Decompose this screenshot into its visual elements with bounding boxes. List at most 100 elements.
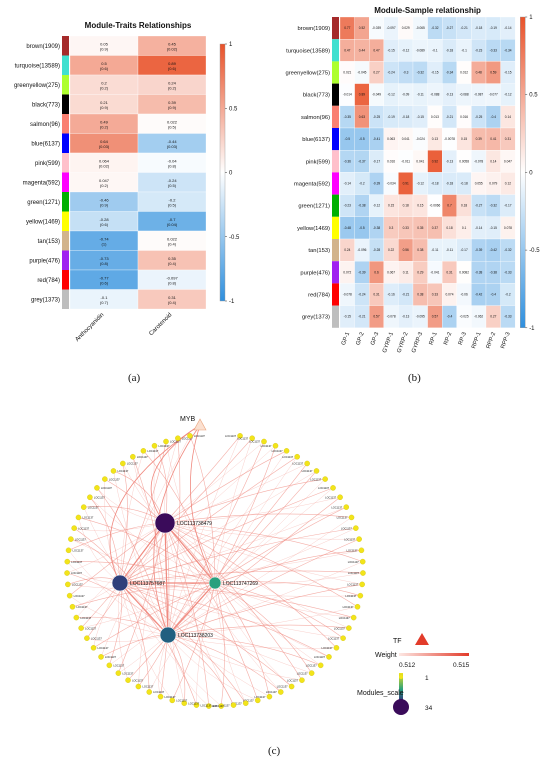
network-edge (96, 487, 169, 636)
network-edge (119, 582, 344, 639)
module-color-swatch (62, 211, 69, 231)
cell-value: -0.42 (490, 248, 497, 252)
leaf-node-label: LOC1137 (98, 646, 109, 650)
cell-value: 0.21 (100, 100, 109, 105)
cell-value: -0.4 (491, 293, 497, 297)
cell-value: -0.078 (343, 293, 352, 297)
cell-value: -0.24 (358, 293, 365, 297)
module-color-swatch (332, 39, 339, 62)
leaf-node-label: LOC1137 (88, 505, 99, 509)
leaf-node (163, 438, 169, 445)
cell-value: 0.38 (417, 248, 423, 252)
sample-label: RPP-3 (500, 331, 511, 349)
cell-value: -0.1 (461, 48, 467, 52)
cell-value: -0.014 (343, 93, 352, 97)
leaf-node (350, 614, 357, 621)
cell-value: 0.35 (417, 226, 423, 230)
cell-value: 0.078 (504, 226, 512, 230)
colorbar-tick-label: 1 (229, 42, 233, 48)
cell-value: 0.39 (476, 137, 482, 141)
cell-value: -0.15 (490, 226, 497, 230)
module-color-swatch (332, 105, 339, 128)
cell-value: 0.44 (359, 48, 365, 52)
hub-edge (164, 522, 216, 584)
cell-value: -0.12 (402, 48, 409, 52)
leaf-node-label: LOC1137 (132, 678, 143, 682)
hub-node (159, 626, 177, 644)
cell-value: 0.7 (447, 204, 452, 208)
weight-max-label: 0.515 (453, 662, 470, 669)
colorbar-tick-label: -0.5 (529, 248, 540, 254)
module-label: grey(1373) (302, 315, 330, 321)
network-edge (164, 441, 265, 524)
cell-value: -0.19 (490, 26, 497, 30)
cell-value: 0.14 (490, 159, 496, 163)
cell-value: -0.41 (373, 137, 380, 141)
network-edge (165, 441, 216, 584)
leaf-node-label: LOC1137 (137, 455, 148, 459)
leaf-node (98, 654, 104, 660)
cell-value: -0.39 (373, 182, 380, 186)
network-edge (119, 570, 363, 584)
cell-value: 0.064 (99, 158, 110, 163)
cell-value: 0.57 (373, 315, 379, 319)
colorbar-tick-label: -1 (529, 326, 535, 332)
leaf-node-label: LOC1137 (334, 626, 345, 630)
leaf-node (106, 662, 113, 669)
cell-value: -0.15 (431, 71, 438, 75)
sample-label: GP-2 (356, 331, 366, 346)
cell-value: -0.18 (446, 48, 453, 52)
cell-value: -0.06 (460, 293, 467, 297)
caption-c: (c) (268, 745, 281, 757)
weight-min-label: 0.512 (399, 662, 416, 669)
cell-value: 0.022 (167, 236, 178, 241)
colorbar-tick-label: 0.5 (229, 106, 238, 112)
cell-value: -0.09 (402, 93, 409, 97)
tf-edge (109, 424, 201, 584)
network-edge (214, 582, 312, 674)
cell-value: -0.025 (460, 315, 469, 319)
cell-value: -0.44 (167, 139, 177, 144)
network-edge (167, 497, 341, 636)
cell-value: -0.25 (475, 115, 482, 119)
network-edge (104, 479, 121, 584)
leaf-node (75, 514, 82, 521)
leaf-node (340, 635, 346, 641)
leaf-node-label: LOC1137 (113, 664, 124, 668)
cell-value: 0.047 (504, 159, 512, 163)
network-edge (167, 517, 352, 636)
leaf-node-label: LOC1137 (255, 695, 266, 699)
cell-value: -0.041 (430, 270, 439, 274)
cell-value: 0.48 (476, 71, 482, 75)
leaf-node (299, 677, 305, 683)
network-edge (119, 437, 253, 584)
module-label: turquoise(13589) (286, 48, 330, 54)
cell-value: -0.04 (167, 158, 177, 163)
cell-value: -0.14 (504, 26, 511, 30)
leaf-node (157, 693, 164, 700)
leaf-node-label: LOC1137 (292, 462, 303, 466)
cell-pvalue: (0.6) (100, 222, 109, 227)
network-edge (100, 522, 166, 657)
leaf-node-label: LOC1137 (159, 444, 170, 448)
leaf-node (354, 604, 361, 610)
leaf-node (249, 435, 255, 441)
leaf-node-label: LOC1137 (94, 495, 105, 499)
network-edge (119, 506, 347, 584)
cell-value: 0.079 (489, 182, 497, 186)
cell-value: -0.077 (489, 93, 498, 97)
leaf-node (278, 689, 284, 695)
sample-label: RP-2 (443, 331, 453, 345)
cell-value: -0.024 (416, 137, 425, 141)
tf-edge (150, 424, 201, 524)
cell-value: -0.045 (357, 71, 366, 75)
cell-value: -0.34 (504, 48, 511, 52)
leaf-node-label: LOC1137 (71, 571, 82, 575)
leaf-node (357, 592, 364, 599)
tf-node (193, 418, 207, 431)
leaf-node-label: LOC1137 (219, 703, 230, 707)
network-edge (164, 522, 303, 681)
module-color-swatch (332, 216, 339, 239)
gene-network: LOC1137 LOC1137 LOC1137 LOC1137 LOC1137 LOC11… (40, 405, 510, 720)
cell-pvalue: (0.03) (167, 144, 178, 149)
